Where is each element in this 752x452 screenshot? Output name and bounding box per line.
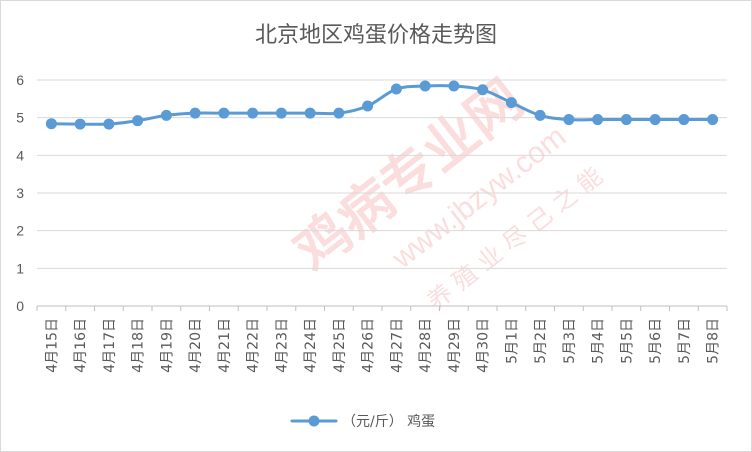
y-tick-label: 3 bbox=[16, 185, 24, 201]
series-line-0 bbox=[51, 84, 713, 126]
data-point bbox=[160, 109, 172, 121]
data-point bbox=[132, 115, 144, 127]
data-point bbox=[103, 118, 115, 130]
x-tick-label: 5月5日 bbox=[619, 318, 635, 364]
data-point bbox=[477, 84, 489, 96]
data-point bbox=[218, 107, 230, 119]
data-point bbox=[534, 109, 546, 121]
x-tick-label: 5月2日 bbox=[533, 318, 549, 364]
y-tick-label: 4 bbox=[16, 147, 24, 163]
x-tick-label: 4月17日 bbox=[102, 318, 118, 373]
x-tick-label: 4月24日 bbox=[303, 318, 319, 373]
data-point bbox=[620, 114, 632, 126]
y-tick-label: 5 bbox=[16, 110, 24, 126]
data-point bbox=[707, 114, 719, 126]
x-tick-label: 4月29日 bbox=[447, 318, 463, 373]
data-point bbox=[275, 107, 287, 119]
x-axis bbox=[36, 305, 728, 311]
x-tick-label: 4月27日 bbox=[389, 318, 405, 373]
x-tick-label: 4月22日 bbox=[246, 318, 262, 373]
x-tick-label: 4月28日 bbox=[418, 318, 434, 373]
chart-title: 北京地区鸡蛋价格走势图 bbox=[255, 23, 497, 48]
data-point bbox=[74, 118, 86, 130]
x-tick-label: 5月7日 bbox=[677, 318, 693, 364]
legend: （元/斤） 鸡蛋 bbox=[290, 413, 435, 430]
x-tick-label: 5月3日 bbox=[562, 318, 578, 364]
data-point bbox=[678, 114, 690, 126]
y-tick-label: 6 bbox=[16, 72, 24, 88]
legend-marker-swatch bbox=[308, 415, 320, 427]
series-layer bbox=[45, 80, 719, 130]
y-tick-label: 1 bbox=[16, 260, 24, 276]
x-axis-ticks: 4月15日 4月16日 4月17日 4月18日 4月19日 4月20日 4月21日 4月22日… bbox=[44, 318, 721, 373]
data-point bbox=[649, 114, 661, 126]
x-tick-label: 4月25日 bbox=[332, 318, 348, 373]
y-tick-label: 0 bbox=[16, 298, 24, 314]
y-axis-ticks: 0 1 2 3 4 5 6 bbox=[16, 72, 24, 314]
x-tick-label: 5月6日 bbox=[648, 318, 664, 364]
data-point bbox=[304, 107, 316, 119]
y-tick-label: 2 bbox=[16, 223, 24, 239]
data-point bbox=[448, 80, 460, 92]
data-point bbox=[592, 114, 604, 126]
x-tick-label: 4月20日 bbox=[188, 318, 204, 373]
x-tick-label: 5月4日 bbox=[591, 318, 607, 364]
x-tick-label: 4月23日 bbox=[274, 318, 290, 373]
x-tick-label: 4月19日 bbox=[159, 318, 175, 373]
x-tick-label: 4月16日 bbox=[73, 318, 89, 373]
x-tick-label: 4月15日 bbox=[44, 318, 60, 373]
data-point bbox=[390, 83, 402, 95]
x-tick-label: 4月26日 bbox=[361, 318, 377, 373]
data-point bbox=[45, 118, 57, 130]
data-point bbox=[419, 80, 431, 92]
x-tick-label: 4月21日 bbox=[217, 318, 233, 373]
data-point bbox=[247, 107, 259, 119]
x-tick-label: 4月30日 bbox=[476, 318, 492, 373]
x-tick-label: 4月18日 bbox=[131, 318, 147, 373]
data-point bbox=[563, 114, 575, 126]
watermark: 鸡病专业网 www.jbzyw.com 养 殖 业 尽 己 之 能 bbox=[283, 67, 608, 315]
data-point bbox=[333, 107, 345, 119]
data-point bbox=[362, 100, 374, 112]
x-tick-label: 5月8日 bbox=[706, 318, 722, 364]
legend-label: （元/斤） 鸡蛋 bbox=[342, 413, 435, 430]
data-point bbox=[189, 107, 201, 119]
data-point bbox=[505, 97, 517, 109]
x-tick-label: 5月1日 bbox=[504, 318, 520, 364]
